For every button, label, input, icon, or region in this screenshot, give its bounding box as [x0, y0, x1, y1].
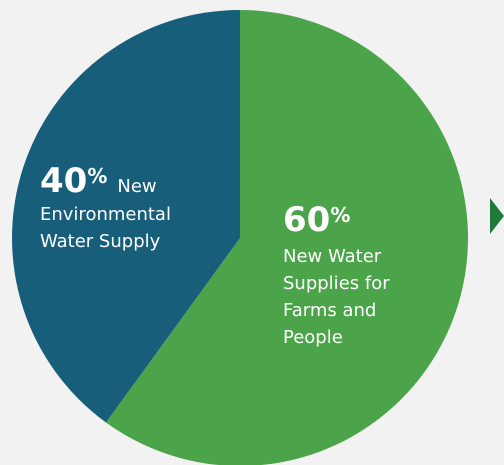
next-arrow-icon[interactable] [490, 198, 504, 234]
desc-line: New [117, 176, 156, 197]
percent-sign: % [87, 164, 107, 188]
pie-slices [11, 10, 468, 465]
percent-value: 60 [283, 200, 330, 240]
desc-line: New Water [283, 246, 382, 267]
percent-sign: % [330, 203, 350, 227]
desc-line: Water Supply [40, 231, 161, 252]
slice-label-environmental: 40% New Environmental Water Supply [40, 161, 176, 252]
percent-value: 40 [40, 161, 87, 201]
desc-line: Farms and [283, 300, 376, 321]
pie-slice-0 [105, 10, 468, 465]
desc-line: Supplies for [283, 273, 390, 294]
slice-label-farms-people: 60% New Water Supplies for Farms and Peo… [283, 200, 395, 348]
desc-line: People [283, 327, 343, 348]
pie-slice-1 [11, 10, 241, 423]
desc-line: Environmental [40, 204, 171, 225]
